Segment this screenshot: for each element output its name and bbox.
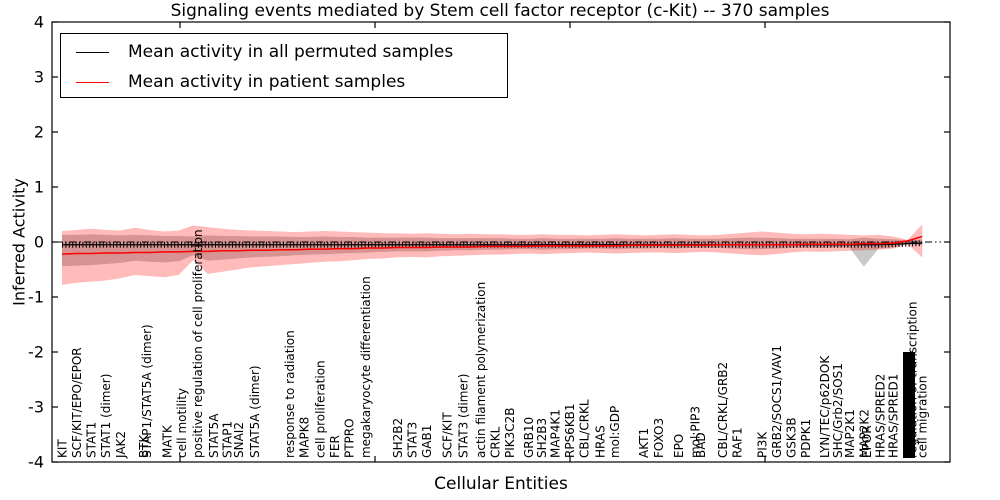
y-tick-label: 4 — [34, 13, 44, 32]
entity-label: RAF1 — [731, 427, 745, 458]
y-tick-label: 2 — [34, 123, 44, 142]
entity-label: EPO — [672, 434, 686, 458]
legend-label-patient: Mean activity in patient samples — [128, 72, 406, 92]
entity-label: BTK — [137, 433, 151, 458]
entity-label: cell proliferation — [314, 360, 328, 458]
patient-range-band — [62, 224, 923, 285]
entity-label: MATK — [160, 424, 174, 458]
entity-label: SNAI2 — [232, 422, 246, 458]
entity-label: STAT1 (dimer) — [99, 374, 113, 458]
entity-label: SH2B2 — [391, 418, 405, 458]
entity-label: JAK2 — [114, 431, 128, 459]
y-tick-label: 1 — [34, 178, 44, 197]
legend: Mean activity in all permuted samples Me… — [60, 33, 508, 98]
entity-label: GSK3B — [785, 417, 799, 458]
legend-line-permuted-icon — [76, 51, 109, 53]
entity-label: mol:PIP3 — [688, 406, 702, 458]
entity-label: response to radiation — [283, 330, 297, 458]
entity-label: FER — [328, 435, 342, 458]
entity-label: MAP2K2 — [857, 409, 871, 458]
entity-label: cell motility — [175, 388, 189, 458]
entity-label: positive regulation of cell proliferatio… — [191, 229, 205, 458]
entity-label: MAP4K1 — [548, 409, 562, 458]
legend-item-permuted: Mean activity in all permuted samples — [61, 41, 453, 63]
y-tick-label: 3 — [34, 68, 44, 87]
entity-label: HRAS/SPRED1 — [887, 374, 901, 458]
entity-label: STAT3 — [405, 422, 419, 458]
legend-line-patient-icon — [76, 81, 109, 83]
entity-label: PTPRO — [343, 418, 357, 458]
entity-label: AKT1 — [637, 428, 651, 458]
entity-label: STAT3 (dimer) — [456, 374, 470, 458]
entity-label: GRB2/SOCS1/VAV1 — [770, 345, 784, 458]
entity-label: mol:GDP — [608, 406, 622, 458]
entity-label: GAB1 — [420, 425, 434, 458]
entity-label: KIT — [56, 439, 70, 458]
entity-label: STAT1 — [85, 422, 99, 458]
entity-label: FOXO3 — [652, 418, 666, 458]
entity-label: STAT5A (dimer) — [248, 365, 262, 458]
entity-label: GRB10 — [522, 417, 536, 458]
entity-label: RPS6KB1 — [563, 403, 577, 458]
y-tick-label: 0 — [34, 233, 44, 252]
x-axis-label: Cellular Entities — [434, 474, 568, 494]
entity-label: LYN/TEC/p62DOK — [818, 355, 832, 458]
entity-label: EPOR — [860, 425, 874, 458]
overlapping-labels-blob — [903, 352, 915, 458]
entity-label: MAP2K1 — [843, 409, 857, 458]
patient-mean-line — [61, 235, 923, 255]
y-tick-label: -4 — [28, 453, 44, 472]
legend-item-patient: Mean activity in patient samples — [61, 71, 405, 93]
entity-label: SH2B3 — [535, 418, 549, 458]
entity-label: CBL/CRKL — [577, 399, 591, 458]
entity-label: megakaryocyte differentiation — [359, 276, 373, 458]
entity-label: STAP1/STAT5A (dimer) — [140, 324, 154, 458]
y-tick-label: -1 — [28, 288, 44, 307]
entity-label: PIK3C2B — [503, 407, 517, 458]
entity-label: PI3K — [755, 431, 769, 458]
entity-label: STAT5A — [207, 413, 221, 458]
chart-title: Signaling events mediated by Stem cell f… — [170, 1, 830, 21]
y-tick-label: -2 — [28, 343, 44, 362]
entity-label: SCF/KIT/EPO/EPOR — [70, 347, 84, 458]
entity-label: SHC/Grb2/SOS1 — [831, 363, 845, 458]
entity-label: cell migration — [916, 376, 930, 458]
entity-label: HRAS/SPRED2 — [873, 374, 887, 458]
entity-label: CRKL — [489, 426, 503, 458]
y-tick-label: -3 — [28, 398, 44, 417]
legend-label-permuted: Mean activity in all permuted samples — [128, 42, 454, 62]
entity-label: HRAS — [594, 425, 608, 458]
entity-label: STAP1 — [220, 421, 234, 458]
entity-label: PDPK1 — [799, 419, 813, 458]
entity-label: BAD — [694, 432, 708, 458]
entity-label: actin filament polymerization — [474, 282, 488, 458]
entity-label: SCF/KIT — [440, 412, 454, 458]
entity-label: CBL/CRKL/GRB2 — [716, 362, 730, 458]
entity-label: MAPK8 — [298, 417, 312, 458]
